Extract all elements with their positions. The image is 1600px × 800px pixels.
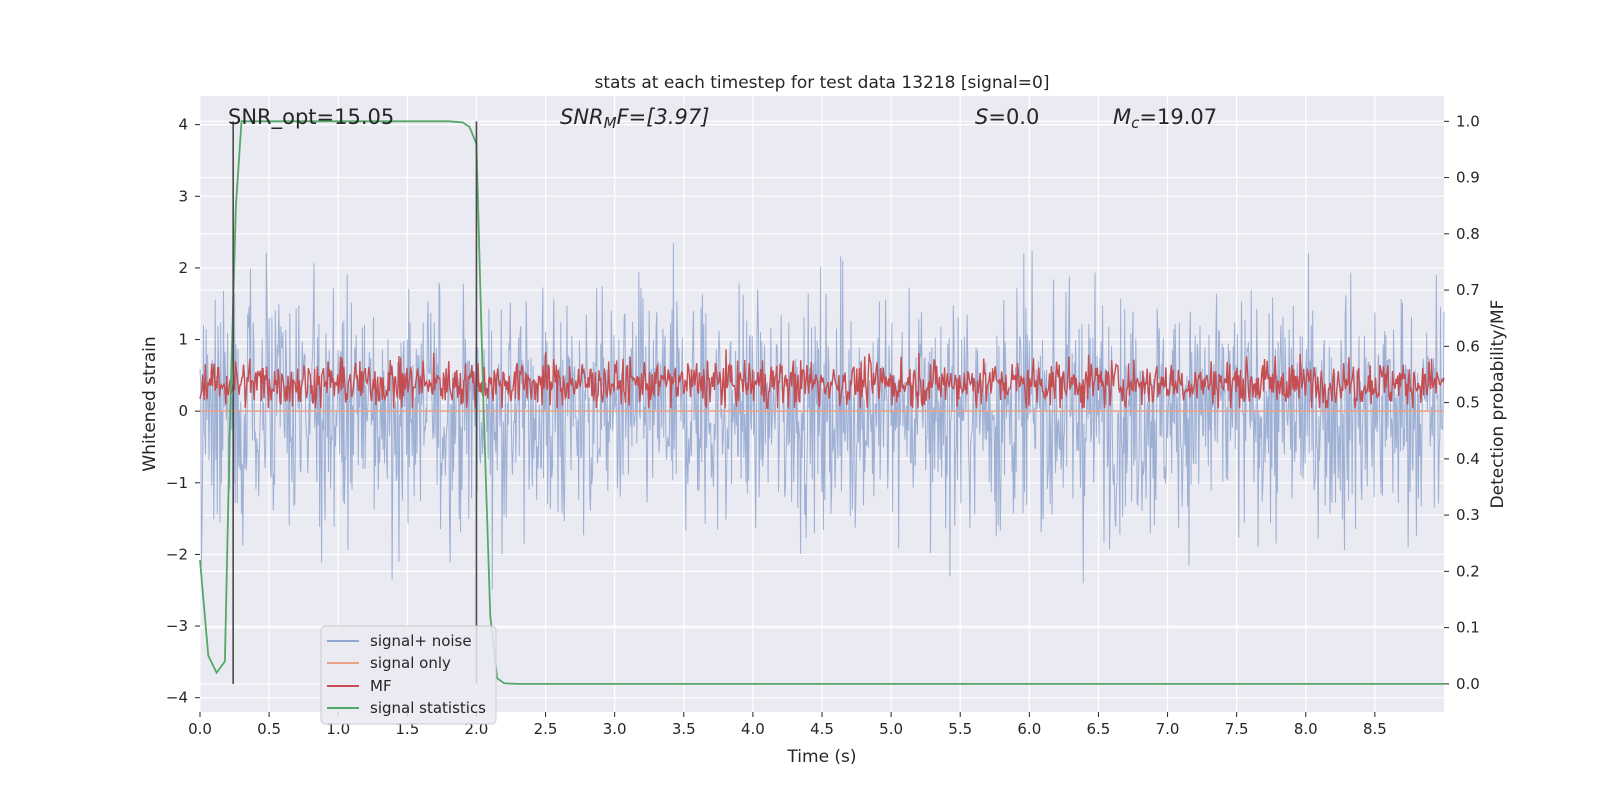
x-tick-label: 6.0: [1017, 720, 1041, 738]
x-tick-label: 8.5: [1363, 720, 1387, 738]
y-tick-label-left: 4: [178, 116, 188, 134]
x-tick-label: 8.0: [1294, 720, 1318, 738]
annotation-mc: Mc=19.07: [1113, 105, 1217, 132]
annotation-snr-opt: SNR_opt=15.05: [228, 105, 394, 130]
y-tick-label-left: −1: [166, 474, 188, 492]
legend-box: [320, 625, 497, 725]
y-tick-label-left: 1: [178, 331, 188, 349]
x-tick-label: 6.5: [1087, 720, 1111, 738]
x-tick-label: 3.5: [672, 720, 696, 738]
annotation-snr-mf: SNRMF=[3.97]: [560, 105, 709, 132]
legend: signal+ noise signal only MF signal stat…: [320, 625, 497, 725]
x-axis-label: Time (s): [786, 747, 856, 767]
y-tick-label-right: 0.1: [1456, 619, 1480, 637]
series-signal-statistics-line: [199, 120, 1444, 685]
ticks: 0.0 0.5 1.0 1.5 2.0 2.5 3.0 3.5 4.0 4.5 5.0 5.5 6.0 6…: [166, 112, 1480, 738]
y-tick-label-right: 0.3: [1456, 506, 1480, 524]
chart-title: stats at each timestep for test data 132…: [595, 73, 1050, 93]
y-tick-label-left: 3: [178, 187, 188, 205]
x-tick-label: 7.0: [1156, 720, 1180, 738]
x-tick-label: 7.5: [1225, 720, 1249, 738]
x-tick-label: 5.5: [948, 720, 972, 738]
x-tick-label: 2.5: [534, 720, 558, 738]
x-tick-label: 0.5: [257, 720, 281, 738]
y-tick-label-right: 1.0: [1456, 112, 1480, 130]
y-tick-label-right: 0.6: [1456, 337, 1480, 355]
y-tick-label-right: 0.4: [1456, 450, 1480, 468]
vertical-markers: [232, 121, 478, 684]
y-tick-label-right: 0.0: [1456, 675, 1480, 693]
data-layer: [199, 120, 1445, 685]
y-tick-label-left: −2: [166, 545, 188, 563]
y-tick-label-right: 0.9: [1456, 169, 1480, 187]
annotation-s: S=0.0: [975, 105, 1039, 129]
y-tick-label-left: −4: [166, 689, 188, 707]
grid: [199, 96, 1444, 712]
legend-label-mf: MF: [370, 677, 392, 695]
x-tick-label: 3.0: [603, 720, 627, 738]
series-mf-line: [199, 349, 1445, 409]
x-tick-label: 5.0: [879, 720, 903, 738]
y-tick-label-right: 0.7: [1456, 281, 1480, 299]
legend-label-signal-only: signal only: [370, 654, 451, 672]
x-tick-label: 4.5: [810, 720, 834, 738]
x-tick-label: 4.0: [741, 720, 765, 738]
y-tick-label-left: 2: [178, 259, 188, 277]
series-signal-noise-line: [199, 243, 1445, 590]
y-tick-label-left: −3: [166, 617, 188, 635]
y-axis-label-right: Detection probability/MF: [1488, 300, 1508, 509]
y-tick-label-right: 0.2: [1456, 562, 1480, 580]
y-tick-label-right: 0.8: [1456, 225, 1480, 243]
y-tick-label-left: 0: [178, 402, 188, 420]
y-axis-label-left: Whitened strain: [140, 336, 160, 471]
legend-label-signal-noise: signal+ noise: [370, 632, 472, 650]
y-tick-label-right: 0.5: [1456, 394, 1480, 412]
x-tick-label: 0.0: [188, 720, 212, 738]
legend-label-signal-statistics: signal statistics: [370, 699, 486, 717]
